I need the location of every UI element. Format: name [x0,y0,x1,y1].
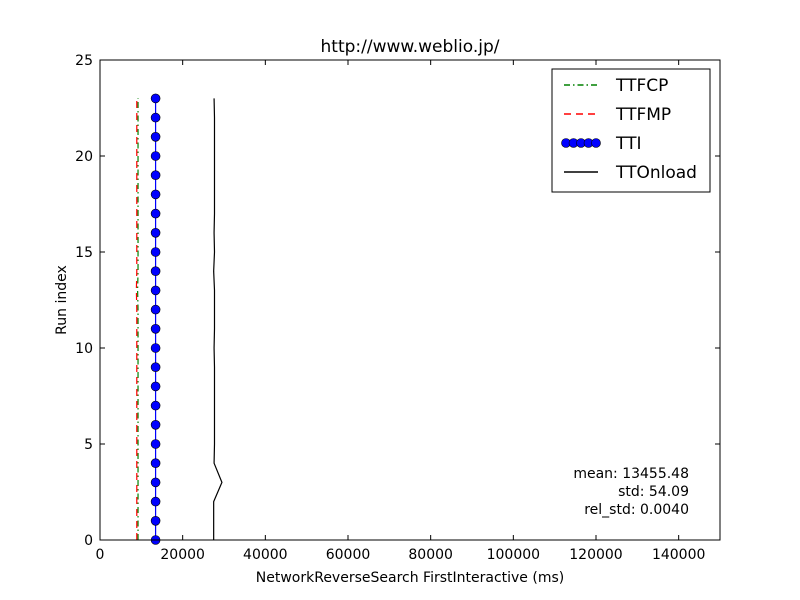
x-axis-label: NetworkReverseSearch FirstInteractive (m… [256,570,564,586]
stats-std: std: 54.09 [618,484,689,500]
data-point-tti [150,496,161,507]
stats-rel-std: rel_std: 0.0040 [584,502,689,518]
x-tick-label: 40000 [243,547,288,563]
data-point-tti [150,304,161,315]
data-point-tti [150,189,161,200]
stats-mean: mean: 13455.48 [573,466,689,482]
data-point-tti [150,266,161,277]
data-point-tti [150,477,161,488]
y-axis-label: Run index [54,265,70,335]
y-tick-label: 15 [75,245,93,261]
data-point-tti [150,228,161,238]
y-tick-label: 20 [75,149,93,165]
legend-label-ttfmp: TTFMP [615,105,671,125]
data-point-tti [150,151,161,161]
data-point-tti [150,439,161,449]
data-point-tti [150,458,161,469]
x-tick-label: 20000 [160,547,205,563]
series-line-ttonload [213,98,223,540]
tick-layer: 0 20000 40000 60000 80000 100000 120000 140000 0… [75,53,720,563]
legend: TTFCP TTFMP TTI TTOnload [551,68,711,193]
plot-frame [99,59,721,541]
chart-title: http://www.weblio.jp/ [321,37,500,57]
y-tick-label: 25 [75,53,93,69]
data-point-tti [150,208,161,219]
data-point-tti [150,362,161,373]
series-layer [135,93,223,545]
legend-label-tti: TTI [615,134,641,154]
x-tick-label: 140000 [652,547,705,563]
legend-label-ttonload: TTOnload [615,163,697,183]
stats-annotation: mean: 13455.48 std: 54.09 rel_std: 0.004… [573,466,689,518]
x-tick-label: 60000 [326,547,371,563]
data-point-tti [150,323,161,334]
y-tick-label: 5 [84,437,93,453]
x-tick-label: 80000 [408,547,453,563]
data-point-tti [150,170,161,180]
legend-label-ttfcp: TTFCP [615,76,668,96]
y-tick-label: 0 [84,533,93,549]
data-point-tti [150,112,161,123]
data-point-tti [150,343,161,353]
y-tick-label: 10 [75,341,93,357]
data-point-tti [150,400,161,411]
x-tick-label: 100000 [487,547,540,563]
x-tick-label: 0 [96,547,105,563]
data-point-tti [150,93,161,104]
legend-marker-tti [591,138,601,148]
x-tick-label: 120000 [569,547,622,563]
data-point-tti [150,419,161,430]
data-point-tti [150,285,161,296]
data-point-tti [150,515,161,526]
data-point-tti [150,247,161,257]
data-point-tti [150,381,161,392]
data-point-tti [150,132,161,142]
